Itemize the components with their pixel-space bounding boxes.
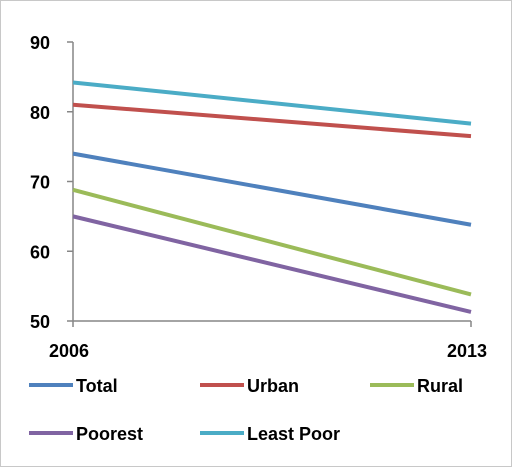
legend-item-poorest: Poorest [29,424,143,444]
axes [67,41,472,327]
legend-label: Least Poor [247,424,340,444]
y-tick-label: 70 [30,173,50,193]
legend-label: Poorest [76,424,143,444]
legend-item-rural: Rural [370,376,463,396]
x-tick-label: 2013 [447,341,487,361]
series-line-poorest [72,214,472,314]
series-line-total [72,151,472,227]
x-tick-labels: 2006 2013 [49,341,487,361]
series-line-urban [72,102,472,139]
legend-item-urban: Urban [200,376,299,396]
series-lines [72,80,472,314]
y-tick-labels: 50 60 70 80 90 [30,33,50,332]
legend-label: Urban [247,376,299,396]
y-tick-label: 60 [30,242,50,262]
x-tick-label: 2006 [49,341,89,361]
legend-item-total: Total [29,376,118,396]
series-line-rural [72,187,472,297]
legend-label: Total [76,376,118,396]
y-tick-label: 90 [30,33,50,53]
legend: Total Urban Rural Poorest Least Poor [29,376,463,444]
legend-item-least-poor: Least Poor [200,424,340,444]
legend-label: Rural [417,376,463,396]
series-line-least-poor [72,80,472,126]
y-tick-label: 50 [30,312,50,332]
y-tick-label: 80 [30,103,50,123]
